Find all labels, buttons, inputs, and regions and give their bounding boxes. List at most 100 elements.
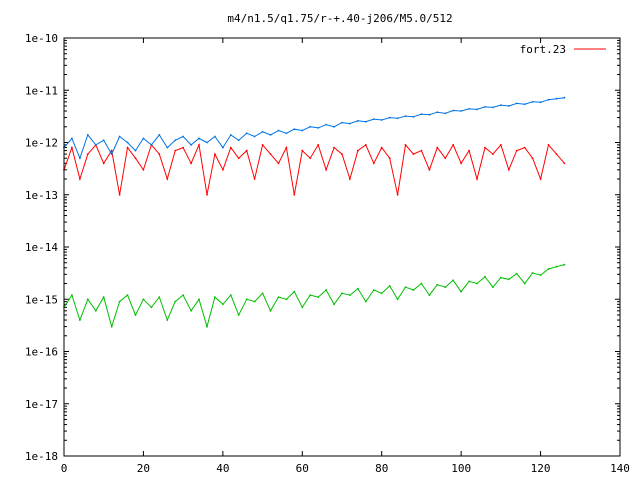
- data-point: [309, 125, 312, 128]
- data-point: [380, 292, 383, 295]
- data-point: [420, 113, 423, 115]
- data-point: [547, 144, 550, 146]
- x-tick-label: 60: [296, 462, 309, 475]
- data-point: [198, 298, 200, 301]
- data-point: [539, 274, 542, 276]
- data-point: [364, 120, 367, 123]
- data-point: [436, 111, 439, 114]
- data-point: [309, 157, 312, 160]
- data-point: [71, 146, 73, 149]
- data-point: [110, 149, 113, 152]
- data-point: [214, 135, 216, 138]
- data-point: [317, 296, 320, 298]
- data-point: [500, 276, 502, 279]
- data-point: [237, 314, 240, 316]
- data-point: [277, 296, 280, 298]
- data-point: [444, 112, 447, 115]
- data-point: [428, 113, 431, 116]
- data-point: [420, 149, 423, 152]
- data-point: [492, 106, 494, 109]
- data-point: [174, 139, 177, 142]
- data-point: [261, 292, 264, 295]
- data-point: [515, 102, 518, 105]
- data-point: [539, 178, 542, 180]
- series-3: [63, 263, 566, 329]
- data-point: [277, 162, 280, 165]
- data-point: [547, 98, 550, 101]
- data-point: [214, 296, 216, 298]
- series-2: [63, 96, 566, 160]
- data-point: [563, 96, 566, 99]
- data-point: [86, 134, 89, 136]
- data-point: [420, 282, 423, 285]
- data-point: [428, 294, 431, 296]
- data-point: [158, 153, 161, 156]
- data-point: [301, 149, 304, 152]
- data-point: [500, 104, 502, 106]
- data-point: [452, 279, 455, 282]
- data-point: [94, 144, 97, 146]
- data-point: [468, 149, 470, 152]
- data-point: [396, 298, 399, 301]
- data-point: [86, 153, 89, 156]
- data-point: [79, 319, 81, 321]
- y-tick-label: 1e-18: [25, 450, 58, 463]
- data-point: [293, 193, 296, 196]
- data-point: [118, 300, 121, 303]
- data-point: [468, 280, 470, 283]
- series-line: [63, 264, 565, 329]
- x-tick-label: 100: [451, 462, 471, 475]
- data-point: [253, 300, 256, 303]
- data-point: [547, 268, 550, 270]
- data-point: [301, 129, 304, 132]
- data-point: [404, 144, 407, 146]
- data-point: [182, 294, 185, 296]
- data-point: [372, 289, 375, 291]
- data-point: [460, 162, 462, 165]
- data-point: [237, 157, 240, 160]
- data-point: [349, 178, 351, 180]
- data-point: [349, 294, 351, 296]
- data-point: [86, 298, 89, 301]
- data-point: [333, 303, 335, 306]
- data-point: [357, 149, 359, 152]
- data-point: [555, 153, 558, 156]
- data-point: [492, 153, 494, 156]
- data-point: [245, 132, 248, 135]
- data-point: [261, 130, 264, 133]
- data-point: [404, 115, 407, 117]
- data-point: [364, 300, 367, 303]
- data-point: [563, 162, 566, 165]
- data-point: [222, 303, 224, 306]
- data-point: [102, 296, 105, 298]
- data-point: [293, 128, 296, 131]
- x-tick-label: 40: [216, 462, 229, 475]
- data-point: [253, 135, 256, 138]
- data-point: [182, 146, 185, 149]
- data-point: [71, 294, 73, 296]
- data-point: [206, 325, 208, 328]
- data-point: [158, 296, 161, 298]
- data-point: [428, 168, 431, 171]
- data-point: [214, 153, 216, 156]
- y-tick-label: 1e-10: [25, 32, 58, 45]
- data-point: [190, 144, 193, 146]
- data-point: [269, 134, 272, 136]
- data-point: [253, 178, 256, 180]
- plot-frame: [63, 37, 621, 457]
- data-point: [79, 178, 81, 180]
- x-tick-label: 140: [610, 462, 630, 475]
- data-point: [325, 168, 327, 171]
- data-point: [388, 285, 391, 287]
- data-point: [245, 149, 248, 152]
- data-point: [388, 116, 391, 119]
- data-point: [269, 309, 272, 312]
- data-point: [372, 162, 375, 165]
- data-point: [142, 298, 145, 301]
- data-point: [190, 309, 193, 312]
- x-tick-label: 0: [61, 462, 68, 475]
- data-point: [507, 105, 510, 107]
- data-point: [452, 109, 455, 112]
- data-point: [325, 289, 327, 291]
